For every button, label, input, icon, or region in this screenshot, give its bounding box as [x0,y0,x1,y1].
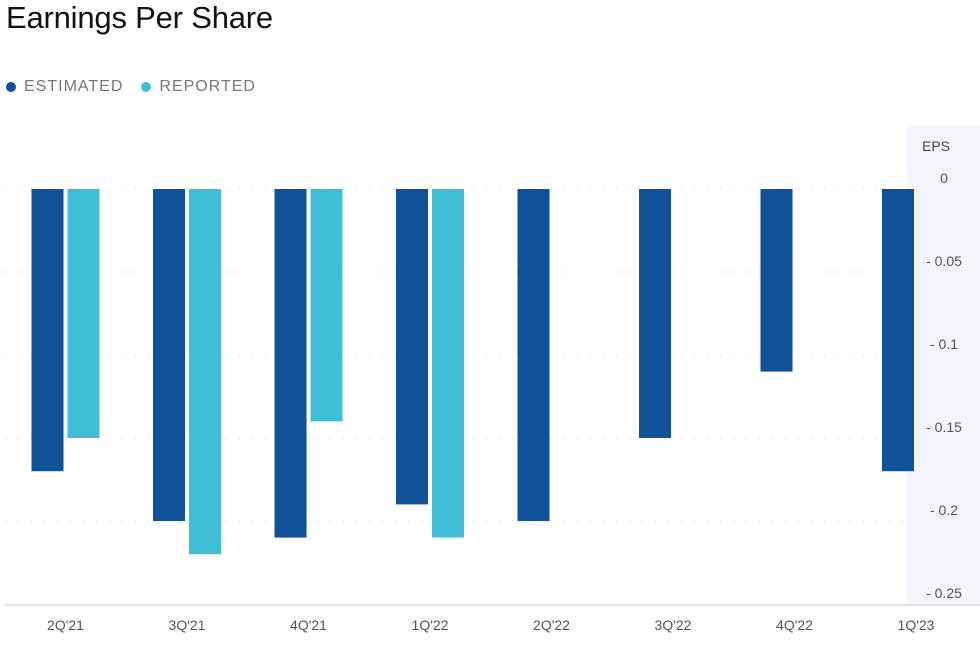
legend-item-estimated[interactable]: ESTIMATED [6,78,123,96]
legend-label-estimated: ESTIMATED [24,78,124,95]
x-tick-label: 1Q'22 [412,617,449,633]
x-tick-label: 1Q'23 [898,617,935,633]
estimated-bar[interactable] [396,189,428,505]
legend-item-reported[interactable]: REPORTED [141,78,256,96]
estimated-bar[interactable] [517,189,550,521]
reported-bar[interactable] [67,189,100,438]
estimated-bar[interactable] [639,189,671,438]
y-tick-label: 0 [940,170,948,186]
x-tick-label: 2Q'22 [533,617,570,633]
legend-dot-estimated [6,82,16,92]
y-axis-panel [907,125,980,605]
x-tick-label: 2Q'21 [47,617,84,633]
reported-bar[interactable] [310,189,343,422]
y-ticks: 0 - 0.05 - 0.1 - 0.15 - 0.2 - 0.25 [926,170,962,601]
y-axis-label: EPS [922,138,950,154]
y-tick-label: - 0.2 [930,502,958,518]
reported-bar[interactable] [432,189,464,538]
x-tick-label: 3Q'21 [169,617,206,633]
legend: ESTIMATED REPORTED [6,78,256,96]
estimated-bar[interactable] [882,189,914,472]
y-tick-label: - 0.1 [930,336,958,352]
y-tick-label: - 0.15 [926,419,962,435]
chart-title: Earnings Per Share [6,0,273,35]
estimated-bar[interactable] [153,189,185,521]
reported-bar[interactable] [189,189,221,555]
estimated-bar[interactable] [760,189,793,372]
x-tick-label: 4Q'22 [776,617,813,633]
legend-label-reported: REPORTED [159,78,256,95]
x-tick-label: 4Q'21 [290,617,327,633]
bars [31,189,914,555]
x-tick-label: 3Q'22 [655,617,692,633]
estimated-bar[interactable] [274,189,307,538]
x-ticks: 2Q'21 3Q'21 4Q'21 1Q'22 2Q'22 3Q'22 4Q'22 1Q'23 [47,617,935,633]
legend-dot-reported [141,82,152,92]
y-tick-label: - 0.25 [926,585,962,601]
estimated-bar[interactable] [31,189,64,472]
y-tick-label: - 0.05 [926,253,962,269]
